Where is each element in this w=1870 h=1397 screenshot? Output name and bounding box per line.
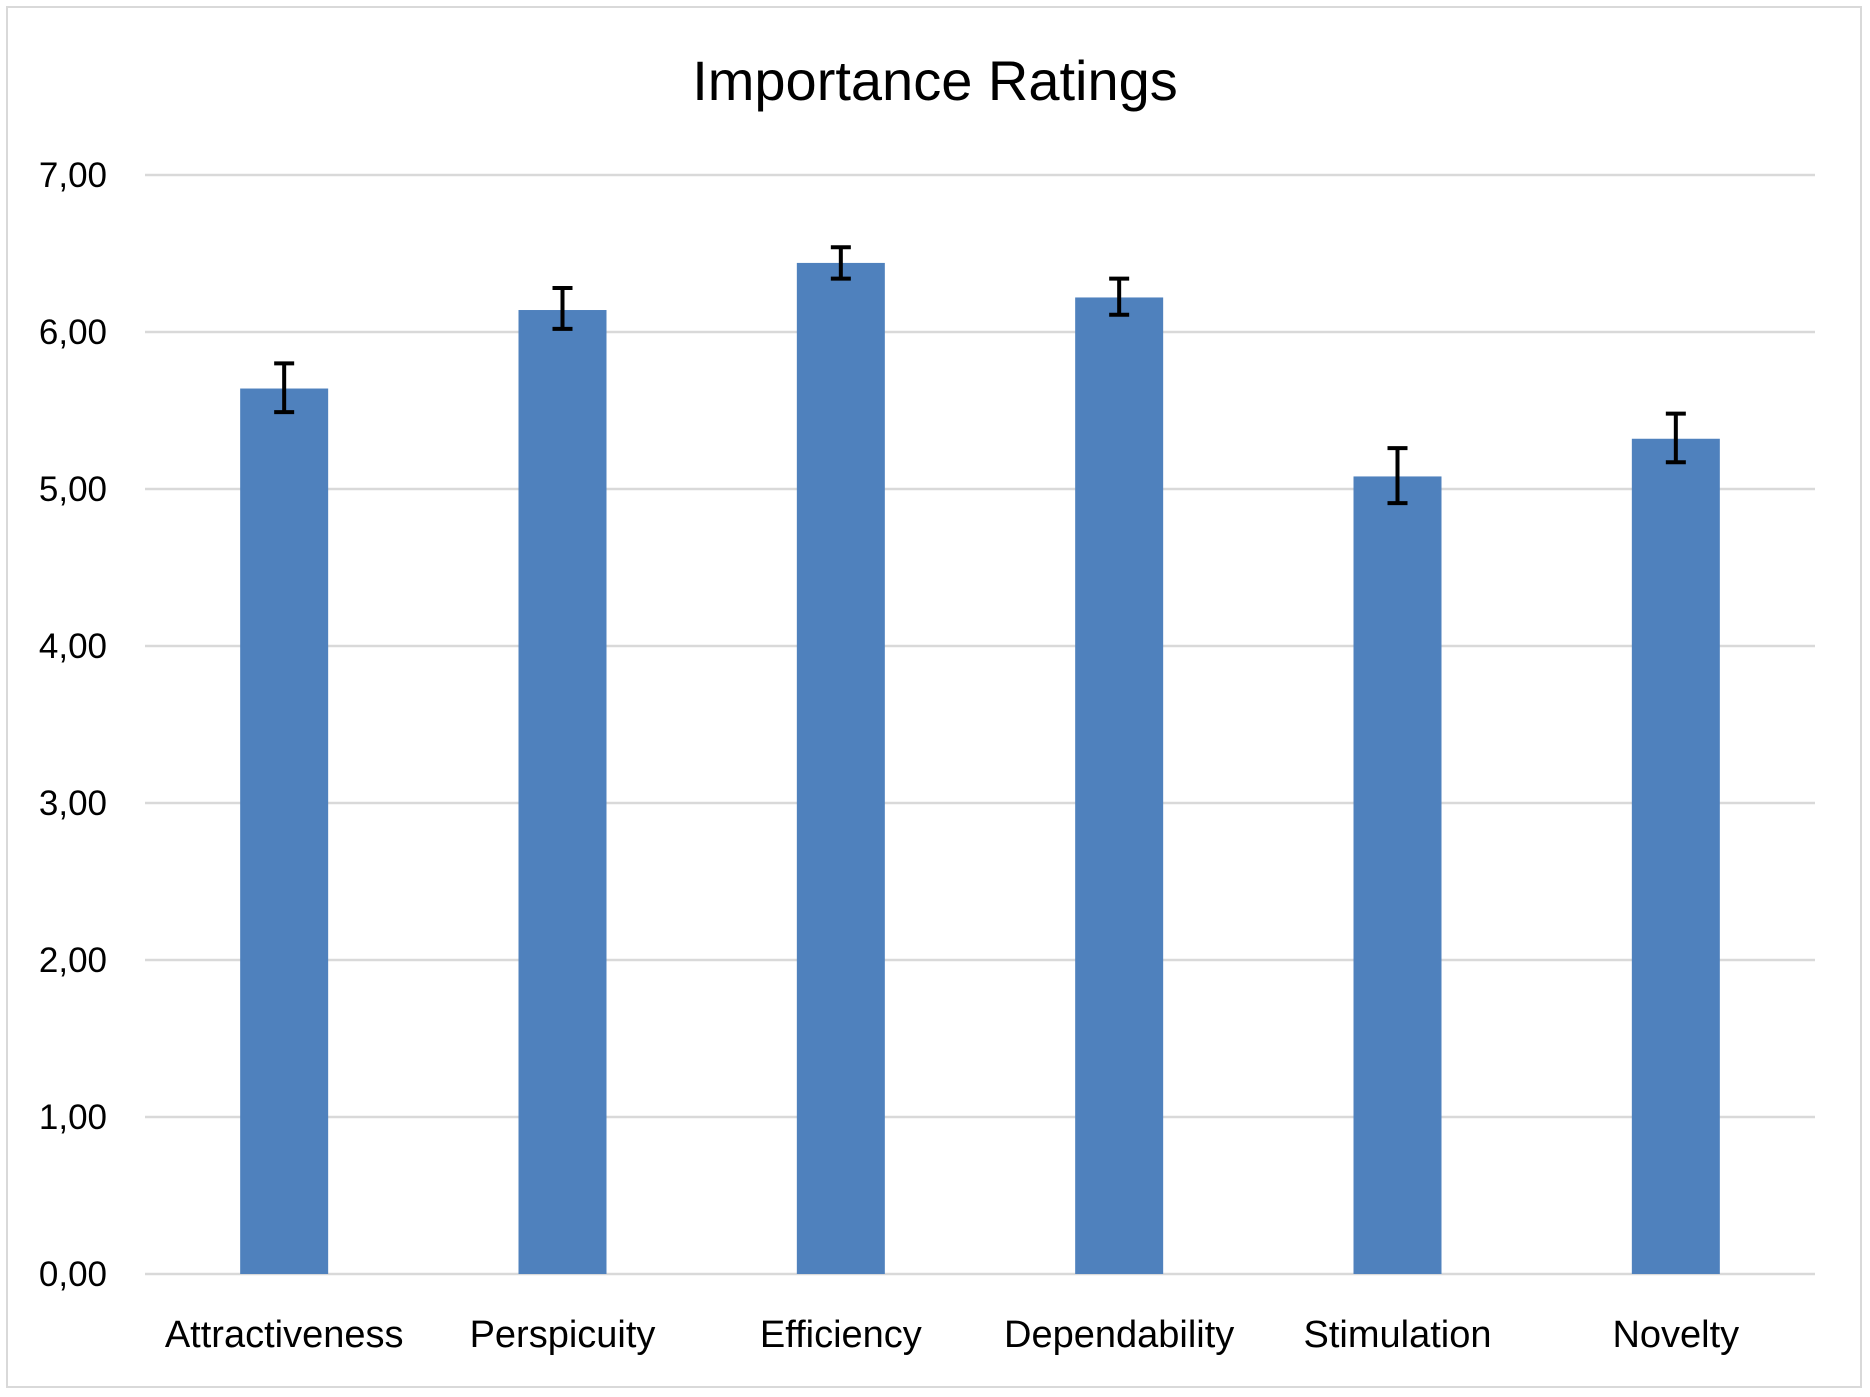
y-tick-label: 3,00 [39, 784, 107, 823]
error-bar-layer [274, 245, 1686, 506]
error-bar [1665, 411, 1686, 465]
error-bar [1387, 446, 1408, 506]
y-tick-label: 4,00 [39, 627, 107, 666]
x-category-label: Perspicuity [470, 1314, 656, 1356]
x-category-label: Efficiency [760, 1314, 922, 1356]
x-category-label: Attractiveness [165, 1314, 404, 1356]
error-bar [1109, 276, 1130, 317]
chart-title: Importance Ratings [692, 49, 1178, 112]
bar [1631, 438, 1720, 1274]
y-tick-label: 0,00 [39, 1255, 107, 1294]
y-tick-label: 5,00 [39, 470, 107, 509]
error-bar [830, 245, 851, 281]
y-tick-label: 1,00 [39, 1098, 107, 1137]
bar [1075, 297, 1164, 1275]
error-bar [274, 361, 295, 415]
y-tick-label: 6,00 [39, 313, 107, 352]
bar [240, 388, 329, 1274]
y-tick-label: 2,00 [39, 941, 107, 980]
x-category-label: Dependability [1004, 1314, 1234, 1356]
error-bar [552, 286, 573, 331]
y-axis-tick-labels: 0,00 1,00 2,00 3,00 4,00 5,00 6,00 7,00 [39, 156, 107, 1294]
bar-layer [240, 262, 1720, 1275]
bar [518, 310, 607, 1274]
x-category-label: Novelty [1612, 1314, 1739, 1356]
y-tick-label: 7,00 [39, 156, 107, 195]
bar [1353, 476, 1442, 1274]
x-category-label: Stimulation [1304, 1314, 1492, 1356]
grid-layer [145, 173, 1815, 1276]
bar [796, 262, 885, 1274]
x-axis-category-labels: Attractiveness Perspicuity Efficiency Depen… [165, 1314, 1739, 1356]
